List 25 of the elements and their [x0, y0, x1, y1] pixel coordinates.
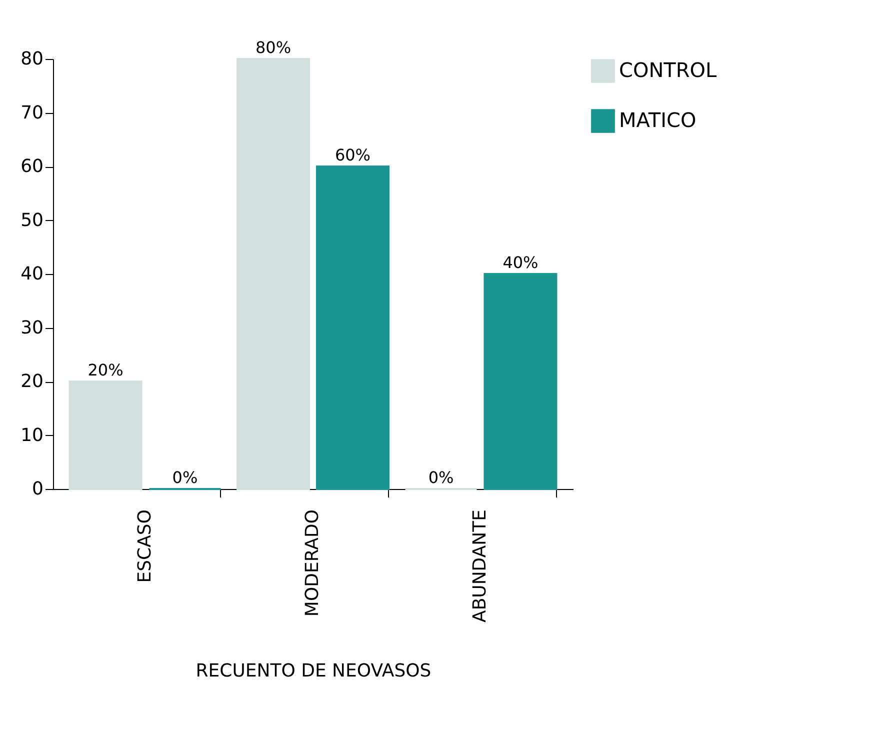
data-label: 20% — [88, 360, 124, 380]
data-label: 40% — [502, 253, 538, 272]
bar — [316, 166, 390, 490]
data-label: 60% — [334, 146, 371, 164]
legend-label: MATICO — [619, 108, 696, 132]
data-label: 0% — [172, 468, 198, 487]
y-tick-label: 60 — [20, 156, 44, 177]
y-tick-label: 30 — [20, 317, 44, 338]
bar — [236, 58, 310, 490]
bar — [68, 380, 142, 490]
y-tick-label: 0 — [32, 478, 44, 500]
x-tick-label: MODERADO — [302, 510, 323, 617]
x-tick-label: ESCASO — [134, 510, 156, 583]
x-axis-title: RECUENTO DE NEOVASOS — [196, 660, 432, 682]
legend-label: CONTROL — [619, 58, 718, 82]
data-label: 0% — [428, 468, 454, 487]
y-tick-label: 40 — [20, 264, 44, 284]
y-tick-label: 20 — [20, 371, 44, 392]
y-tick-label: 10 — [20, 424, 44, 446]
y-tick-label: 70 — [20, 102, 44, 124]
y-tick-label: 80 — [20, 48, 44, 70]
data-label: 80% — [255, 38, 292, 57]
bar — [484, 273, 558, 490]
y-tick-label: 50 — [20, 210, 44, 231]
x-tick-label: ABUNDANTE — [470, 510, 491, 622]
